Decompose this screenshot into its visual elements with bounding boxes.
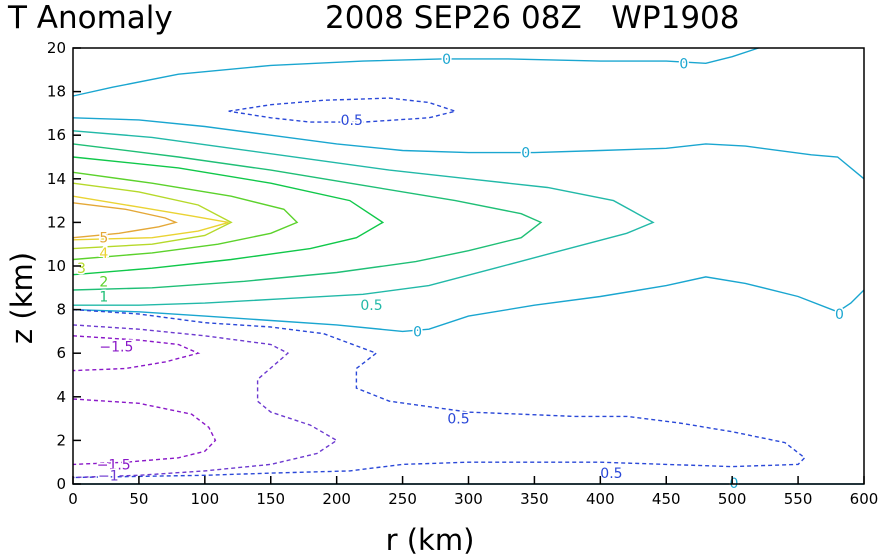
y-tick-label-9: 18 (47, 83, 66, 101)
x-tick-label-3: 150 (256, 490, 285, 508)
y-tick-label-4: 8 (56, 301, 66, 319)
contour-label-7: 2 (99, 274, 108, 290)
y-tick-label-3: 6 (56, 344, 66, 362)
contour-label-3: 0 (521, 146, 530, 162)
contour-line-1p5-6 (72, 156, 385, 276)
y-tick-label-6: 12 (47, 213, 66, 231)
y-tick-label-5: 10 (47, 257, 66, 275)
x-tick-label-6: 300 (454, 490, 483, 508)
contour-label-14: −1.5 (97, 457, 131, 473)
contour-label-0: 0 (442, 52, 451, 68)
contour-label-13: 0.5 (447, 412, 469, 428)
y-axis-ticks: 0 2 4 6 8 10 12 14 16 18 20 (47, 39, 81, 493)
x-tick-label-1: 50 (129, 490, 148, 508)
contour-line-5-10 (72, 202, 178, 239)
contour-line-2-7 (72, 171, 299, 261)
contour-line-neg1p5-13 (72, 335, 201, 372)
x-tick-label-8: 400 (586, 490, 615, 508)
x-tick-label-4: 200 (322, 490, 351, 508)
chart-title-right: 2008 SEP26 08Z WP1908 (325, 0, 740, 36)
contour-line-neg0p5-11 (72, 308, 806, 479)
x-tick-label-11: 550 (784, 490, 813, 508)
contour-label-4: 5 (99, 231, 108, 247)
contour-label-9: 0.5 (360, 298, 382, 314)
x-axis-ticks: 0 50 100 150 200 250 300 350 400 450 500 550 600 (68, 476, 878, 508)
contour-line-neg1-12 (72, 324, 339, 479)
contour-label-1: 0 (679, 56, 688, 72)
x-tick-label-2: 100 (191, 490, 220, 508)
y-tick-label-1: 2 (56, 431, 66, 449)
x-axis-label: r (km) (386, 523, 475, 557)
x-tick-label-5: 250 (388, 490, 417, 508)
x-tick-label-0: 0 (68, 490, 78, 508)
contour-line-4-9 (72, 195, 229, 241)
contour-line-0p5-4 (72, 130, 655, 306)
contour-label-2: 0.5 (341, 113, 363, 129)
x-tick-label-10: 500 (718, 490, 747, 508)
x-tick-label-7: 350 (520, 490, 549, 508)
contour-line-0-0 (72, 47, 759, 97)
x-tick-label-9: 450 (652, 490, 681, 508)
contour-label-5: 4 (99, 246, 108, 262)
contour-label-12: −1.5 (99, 340, 133, 356)
contour-line-3-8 (72, 182, 233, 250)
y-tick-label-0: 0 (56, 475, 66, 493)
contour-line-neg0p5-1 (228, 97, 458, 123)
contour-line-1-5 (72, 143, 543, 291)
y-tick-label-10: 20 (47, 39, 66, 57)
contour-line-0-2 (72, 117, 865, 180)
y-axis-label: z (km) (5, 252, 39, 344)
chart-title-left: T Anomaly (7, 0, 173, 36)
contour-label-15: −1 (98, 468, 119, 484)
contour-line-0-3 (72, 276, 865, 333)
contour-label-6: 3 (77, 261, 86, 277)
y-tick-label-2: 4 (56, 388, 66, 406)
contour-label-16: 0.5 (600, 466, 622, 482)
contour-label-8: 1 (99, 290, 108, 306)
contour-line-neg1p5-14 (72, 398, 217, 466)
y-tick-label-7: 14 (47, 170, 66, 188)
contour-label-11: 0 (835, 307, 844, 323)
x-tick-label-12: 600 (850, 490, 879, 508)
y-tick-label-8: 16 (47, 126, 66, 144)
contour-label-10: 0 (413, 324, 422, 340)
